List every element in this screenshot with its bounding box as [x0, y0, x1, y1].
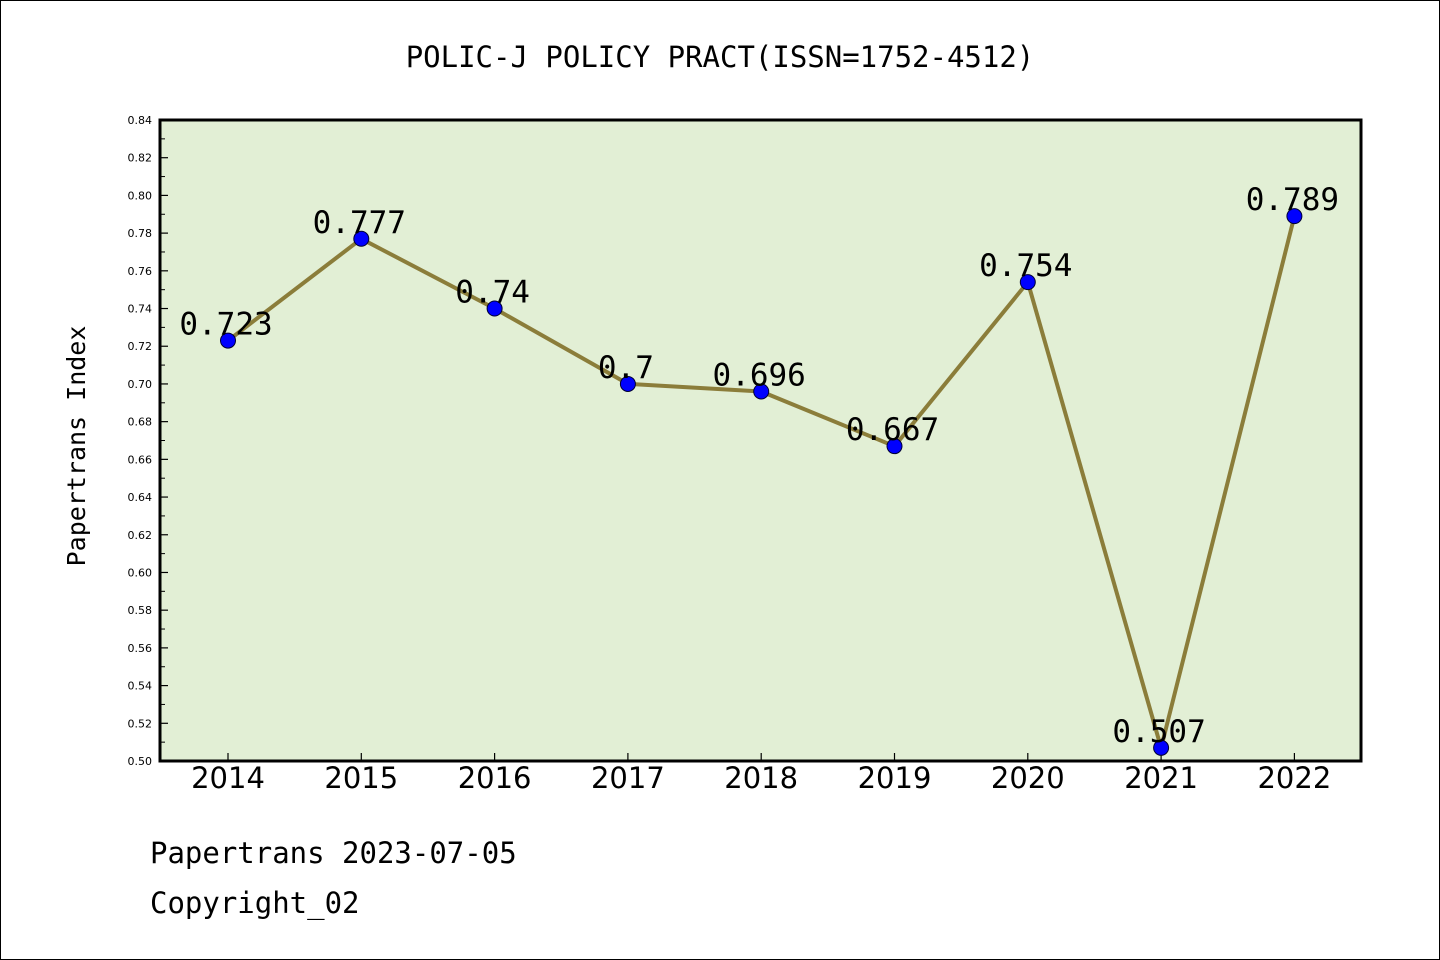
data-point: [886, 438, 903, 455]
data-label: 0.7: [598, 350, 654, 386]
data-point: [753, 383, 770, 400]
data-labels: 0.723 0.777 0.74 0.7 0.696 0.667 0.754 0.507 0.7…: [179, 182, 1339, 750]
y-tick-label: 0.54: [128, 680, 153, 693]
data-point: [1019, 274, 1036, 291]
x-tick-label: 2022: [1257, 761, 1331, 795]
x-tick-label: 2014: [191, 761, 265, 795]
footer-copyright: Copyright_02: [150, 886, 360, 920]
y-tick-label: 0.72: [128, 340, 153, 353]
data-point: [619, 375, 636, 392]
x-tick-label: 2019: [858, 761, 932, 795]
x-tick-label: 2020: [991, 761, 1065, 795]
y-tick-label: 0.68: [128, 416, 153, 429]
y-tick-label: 0.62: [128, 529, 153, 542]
data-label: 0.789: [1246, 182, 1339, 218]
data-label: 0.507: [1112, 714, 1205, 750]
y-tick-label: 0.56: [128, 642, 153, 655]
data-points: [220, 208, 1303, 756]
y-tick-label: 0.64: [128, 491, 153, 504]
y-tick-label: 0.74: [128, 303, 153, 316]
data-label: 0.667: [846, 412, 939, 448]
y-axis-label: Papertrans Index: [62, 326, 91, 567]
y-tick-label: 0.84: [128, 114, 153, 127]
x-tick-label: 2021: [1124, 761, 1198, 795]
x-tick-label: 2016: [458, 761, 532, 795]
data-label: 0.777: [313, 205, 406, 241]
y-tick-label: 0.70: [128, 378, 153, 391]
y-tick-label: 0.66: [128, 453, 153, 466]
y-tick-label: 0.78: [128, 227, 153, 240]
chart-title: POLIC-J POLICY PRACT(ISSN=1752-4512): [406, 40, 1035, 74]
data-label: 0.696: [713, 357, 806, 393]
y-tick-label: 0.76: [128, 265, 153, 278]
x-tick-label: 2015: [324, 761, 398, 795]
y-tick-label: 0.50: [128, 755, 153, 768]
y-axis: 0.50 0.52 0.54 0.56 0.58 0.60 0.62 0.64 0.66 0.68…: [128, 114, 168, 768]
data-point: [1286, 208, 1303, 225]
data-point: [1153, 739, 1170, 756]
y-tick-label: 0.60: [128, 566, 153, 579]
data-point: [486, 300, 503, 317]
data-label: 0.754: [979, 248, 1072, 284]
data-point: [353, 230, 370, 247]
data-label: 0.74: [455, 275, 530, 311]
x-axis: 2014 2015 2016 2017 2018 2019 2020 2021 2022: [191, 753, 1331, 795]
y-tick-label: 0.52: [128, 717, 153, 730]
y-tick-label: 0.58: [128, 604, 153, 617]
y-tick-label: 0.82: [128, 152, 153, 165]
data-label: 0.723: [179, 307, 272, 343]
plot-area: [158, 118, 1363, 763]
footer-date: Papertrans 2023-07-05: [150, 836, 517, 870]
x-tick-label: 2017: [591, 761, 665, 795]
data-point: [220, 332, 236, 349]
y-tick-label: 0.80: [128, 189, 153, 202]
x-tick-label: 2018: [724, 761, 798, 795]
